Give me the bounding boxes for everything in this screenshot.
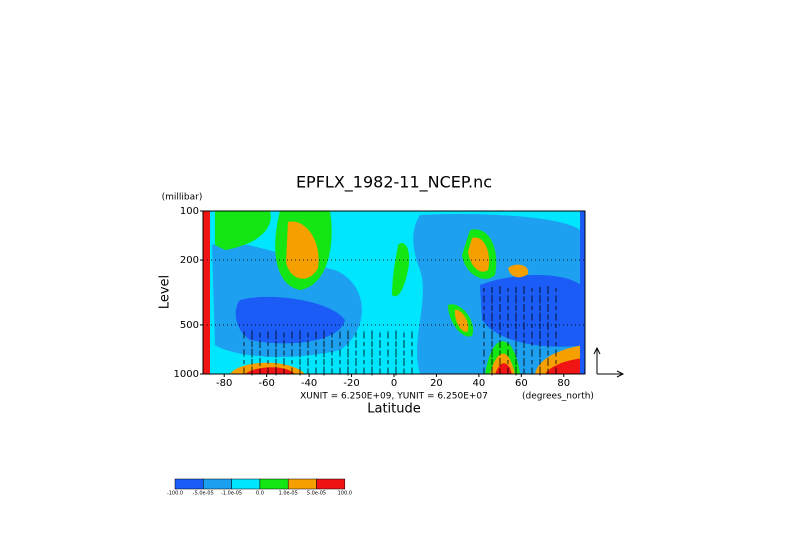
color-key-label: -5.0e-05 bbox=[193, 491, 214, 497]
vector-note: XUNIT = 6.250E+09, YUNIT = 6.250E+07 bbox=[300, 392, 488, 402]
x-tick-label: 80 bbox=[557, 378, 570, 389]
x-unit: (degrees_north) bbox=[522, 392, 594, 402]
x-tick-label: 20 bbox=[430, 378, 443, 389]
y-tick-label: 1000 bbox=[174, 369, 199, 380]
x-tick-label: -60 bbox=[258, 378, 274, 389]
color-key-label: 100.0 bbox=[338, 491, 352, 497]
x-label: Latitude bbox=[367, 402, 421, 417]
contour-field bbox=[203, 211, 585, 374]
color-key-label: 5.0e-05 bbox=[307, 491, 326, 497]
x-tick-label: -80 bbox=[216, 378, 232, 389]
x-tick-label: 0 bbox=[391, 378, 397, 389]
color-key-label: 1.0e-05 bbox=[279, 491, 298, 497]
reference-vector bbox=[593, 346, 625, 378]
y-unit: (millibar) bbox=[162, 193, 203, 203]
y-tick-label: 500 bbox=[180, 320, 199, 331]
color-key-box bbox=[203, 478, 232, 490]
y-label: Level bbox=[158, 275, 173, 309]
x-tick-label: -20 bbox=[343, 378, 359, 389]
color-key-label: 0.0 bbox=[256, 491, 264, 497]
x-tick-label: 40 bbox=[473, 378, 486, 389]
x-tick-label: 60 bbox=[515, 378, 528, 389]
color-key-label: -1.0e-05 bbox=[221, 491, 242, 497]
y-tick-label: 200 bbox=[180, 255, 199, 266]
color-key-label: -100.0 bbox=[167, 491, 183, 497]
color-key-box bbox=[259, 478, 289, 490]
chart-title: EPFLX_1982-11_NCEP.nc bbox=[296, 173, 492, 193]
color-key-box bbox=[316, 478, 346, 490]
y-tick-label: 100 bbox=[180, 206, 199, 217]
color-key-box bbox=[231, 478, 261, 490]
x-tick-label: -40 bbox=[301, 378, 317, 389]
color-key-box bbox=[287, 478, 317, 490]
color-key-box bbox=[174, 478, 204, 490]
